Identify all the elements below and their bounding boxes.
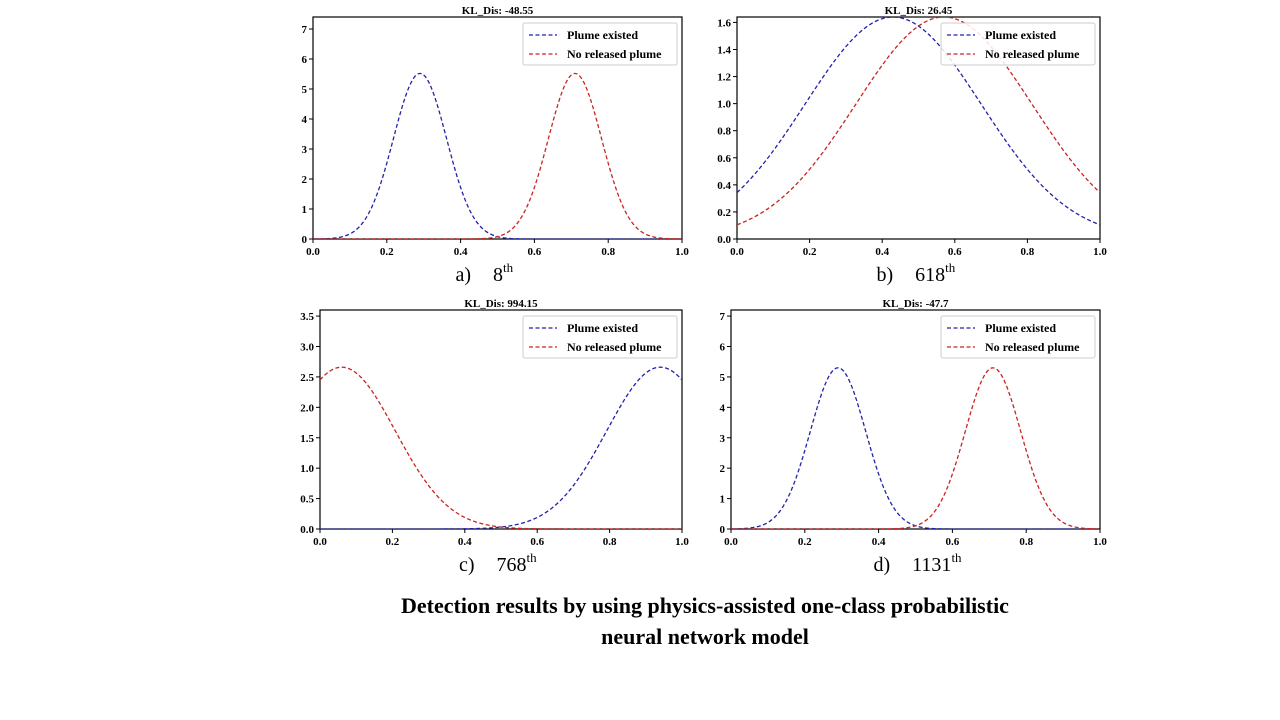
y-tick-label: 1.4 bbox=[717, 44, 731, 56]
plot-frame bbox=[730, 309, 1101, 530]
chart-panel: KL_Dis: 26.45 0.0 0.2 0.4 0.6 0.8 1.0 0.0 0.2 0.4… bbox=[717, 5, 1107, 286]
y-tick-label: 6 bbox=[302, 54, 308, 66]
y-tick-label: 0 bbox=[302, 234, 308, 246]
legend-box bbox=[522, 22, 678, 66]
legend-label: Plume existed bbox=[985, 28, 1056, 42]
legend-label: No released plume bbox=[567, 340, 662, 354]
y-tick-label: 5 bbox=[302, 84, 308, 96]
y-tick-label: 2.5 bbox=[300, 372, 314, 384]
y-tick-label: 3 bbox=[302, 144, 308, 156]
y-tick-label: 0.6 bbox=[717, 153, 731, 165]
x-tick-label: 1.0 bbox=[675, 246, 689, 258]
x-tick-label: 0.4 bbox=[875, 246, 889, 258]
x-tick-label: 0.2 bbox=[386, 536, 400, 548]
x-tick-label: 0.2 bbox=[803, 246, 817, 258]
plot-frame bbox=[736, 16, 1101, 240]
series-line bbox=[320, 366, 682, 529]
y-tick-label: 0.4 bbox=[717, 180, 731, 192]
x-tick-label: 0.8 bbox=[603, 536, 617, 548]
x-tick-label: 0.0 bbox=[313, 536, 327, 548]
y-tick-label: 1.2 bbox=[717, 72, 731, 84]
y-tick-label: 2 bbox=[302, 174, 308, 186]
chart-title: KL_Dis: 994.15 bbox=[464, 298, 538, 310]
legend-label: Plume existed bbox=[567, 28, 638, 42]
x-tick-label: 0.2 bbox=[380, 246, 394, 258]
x-tick-label: 0.8 bbox=[1021, 246, 1035, 258]
y-tick-label: 0.0 bbox=[717, 234, 731, 246]
series-line bbox=[731, 367, 1100, 529]
x-tick-label: 1.0 bbox=[1093, 246, 1107, 258]
x-tick-label: 0.4 bbox=[872, 536, 886, 548]
x-tick-label: 0.4 bbox=[458, 536, 472, 548]
legend-box bbox=[940, 315, 1096, 359]
chart-panel: KL_Dis: 994.15 0.0 0.2 0.4 0.6 0.8 1.0 0.0 0.5 1.… bbox=[300, 298, 689, 576]
y-tick-label: 0.2 bbox=[717, 207, 731, 219]
x-tick-label: 0.8 bbox=[601, 246, 615, 258]
legend-label: Plume existed bbox=[567, 321, 638, 335]
plot-frame bbox=[319, 309, 683, 530]
chart-title: KL_Dis: -48.55 bbox=[462, 5, 534, 17]
chart-title: KL_Dis: 26.45 bbox=[885, 5, 953, 17]
y-tick-label: 5 bbox=[720, 372, 726, 384]
x-tick-label: 0.6 bbox=[948, 246, 962, 258]
y-tick-label: 1.0 bbox=[300, 463, 314, 475]
x-tick-label: 1.0 bbox=[1093, 536, 1107, 548]
x-tick-label: 0.0 bbox=[730, 246, 744, 258]
panel-caption: d) 1131th bbox=[874, 550, 963, 576]
y-tick-label: 1 bbox=[720, 494, 726, 506]
y-tick-label: 7 bbox=[720, 311, 726, 323]
series-line bbox=[320, 366, 682, 529]
y-tick-label: 1.6 bbox=[717, 17, 731, 29]
panel-caption: a) 8th bbox=[456, 260, 514, 286]
y-tick-label: 4 bbox=[302, 114, 308, 126]
x-tick-label: 0.8 bbox=[1019, 536, 1033, 548]
plot-frame bbox=[312, 16, 683, 240]
x-tick-label: 0.6 bbox=[946, 536, 960, 548]
y-tick-label: 4 bbox=[720, 402, 726, 414]
y-tick-label: 1 bbox=[302, 204, 308, 216]
legend-box bbox=[940, 22, 1096, 66]
panel-caption: c) 768th bbox=[459, 550, 537, 576]
chart-panel: KL_Dis: -47.7 0.0 0.2 0.4 0.6 0.8 1.0 0 1 2 3 4 5 6 7 P… bbox=[720, 298, 1108, 576]
legend-box bbox=[522, 315, 678, 359]
y-tick-label: 0.5 bbox=[300, 494, 314, 506]
x-tick-label: 0.6 bbox=[528, 246, 542, 258]
y-tick-label: 3.0 bbox=[300, 342, 314, 354]
y-tick-label: 7 bbox=[302, 24, 308, 36]
x-tick-label: 0.0 bbox=[306, 246, 320, 258]
y-tick-label: 1.0 bbox=[717, 99, 731, 111]
y-tick-label: 2 bbox=[720, 463, 726, 475]
legend-label: No released plume bbox=[985, 340, 1080, 354]
x-tick-label: 0.2 bbox=[798, 536, 812, 548]
figure-caption-line-1: Detection results by using physics-assis… bbox=[401, 593, 1009, 618]
chart-title: KL_Dis: -47.7 bbox=[883, 298, 950, 310]
y-tick-label: 0.0 bbox=[300, 524, 314, 536]
y-tick-label: 6 bbox=[720, 342, 726, 354]
panel-caption: b) 618th bbox=[877, 260, 956, 286]
x-tick-label: 0.6 bbox=[530, 536, 544, 548]
legend-label: Plume existed bbox=[985, 321, 1056, 335]
x-tick-label: 0.0 bbox=[724, 536, 738, 548]
figure-caption-line-2: neural network model bbox=[601, 624, 809, 649]
legend-label: No released plume bbox=[567, 47, 662, 61]
y-tick-label: 3.5 bbox=[300, 311, 314, 323]
y-tick-label: 0 bbox=[720, 524, 726, 536]
figure-caption: Detection results by using physics-assis… bbox=[280, 590, 1130, 652]
y-tick-label: 0.8 bbox=[717, 126, 731, 138]
series-line bbox=[731, 367, 1100, 529]
x-tick-label: 0.4 bbox=[454, 246, 468, 258]
series-line bbox=[737, 17, 1100, 226]
legend-label: No released plume bbox=[985, 47, 1080, 61]
x-tick-label: 1.0 bbox=[675, 536, 689, 548]
chart-panel: KL_Dis: -48.55 0.0 0.2 0.4 0.6 0.8 1.0 0 1 2 3 4 5 6 7… bbox=[302, 5, 690, 286]
y-tick-label: 3 bbox=[720, 433, 726, 445]
y-tick-label: 2.0 bbox=[300, 402, 314, 414]
y-tick-label: 1.5 bbox=[300, 433, 314, 445]
series-line bbox=[313, 72, 682, 239]
